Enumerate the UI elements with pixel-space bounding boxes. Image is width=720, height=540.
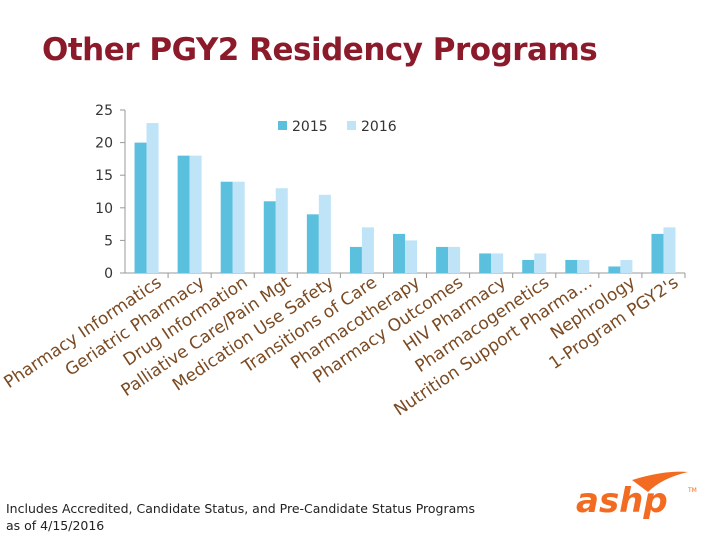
bar-2015 (220, 181, 233, 273)
bar-2015 (565, 259, 578, 273)
footnote-line-2: as of 4/15/2016 (6, 518, 105, 533)
bar-2015 (177, 155, 190, 273)
y-tick-label: 15 (95, 168, 113, 184)
bar-2016 (361, 227, 374, 273)
y-tick-label: 0 (104, 266, 113, 282)
bar-2016 (577, 259, 590, 273)
bar-2015 (393, 233, 405, 273)
bar-2016 (448, 246, 461, 273)
legend-swatch-2016 (347, 121, 356, 130)
ashp-logo: ashp TM (576, 471, 697, 521)
bar-2016 (189, 155, 202, 273)
logo-tm: TM (687, 487, 697, 494)
bar-2016 (620, 259, 633, 273)
bar-2016 (663, 227, 676, 273)
chart-y-ticks: 0 5 10 15 20 25 (95, 103, 125, 282)
y-tick-label: 5 (104, 233, 113, 249)
bar-2015 (263, 201, 276, 273)
footnote-line-1: Includes Accredited, Candidate Status, a… (6, 501, 475, 516)
y-tick-label: 10 (95, 201, 113, 217)
bar-2015 (349, 246, 362, 273)
bar-2016 (318, 194, 331, 273)
slide-title: Other PGY2 Residency Programs (42, 32, 598, 68)
legend-label-2015: 2015 (292, 119, 328, 135)
legend-label-2016: 2016 (361, 119, 397, 135)
bar-chart: 0 5 10 15 20 25 Pharmacy InformaticsGeriatric… (0, 103, 686, 420)
footnote: Includes Accredited, Candidate Status, a… (6, 500, 475, 534)
bar-2016 (405, 240, 417, 273)
chart-bars (134, 123, 686, 278)
legend-swatch-2015 (278, 121, 287, 130)
bar-2016 (232, 181, 245, 273)
bar-2016 (146, 123, 159, 273)
chart-legend: 2015 2016 (278, 119, 397, 135)
bar-2015 (134, 142, 147, 273)
bar-2015 (522, 259, 535, 273)
bar-2015 (479, 253, 492, 273)
y-tick-label: 20 (95, 136, 113, 152)
bar-2015 (436, 246, 449, 273)
bar-2016 (275, 188, 288, 273)
bar-2015 (608, 266, 621, 273)
logo-wordmark: ashp (576, 481, 668, 521)
bar-2016 (534, 253, 547, 273)
y-tick-label: 25 (95, 103, 113, 119)
bar-2016 (491, 253, 504, 273)
logo-swoosh (632, 471, 688, 492)
bar-2015 (651, 233, 664, 273)
bar-2015 (306, 214, 319, 273)
